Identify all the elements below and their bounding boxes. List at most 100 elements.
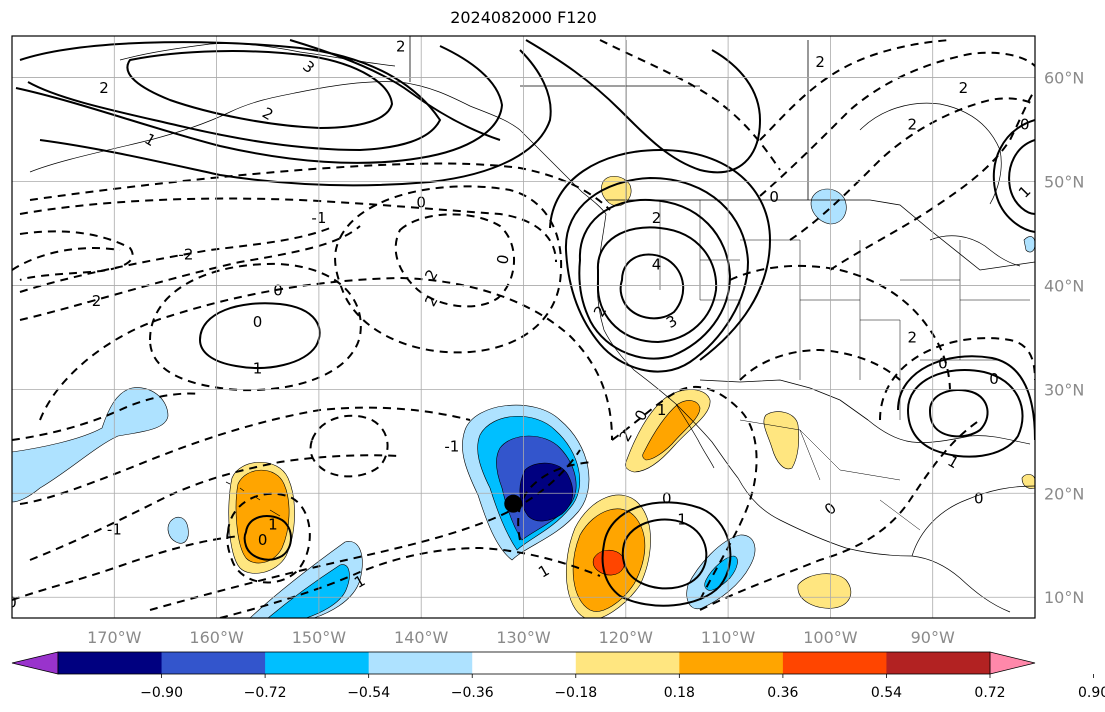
- contour-alaska-inner: [126, 50, 394, 130]
- contour-neg-2-west: [19, 230, 134, 281]
- small-negative-1: [167, 516, 189, 544]
- colorbar-frame: [57, 651, 991, 675]
- lon-tick-label: 140°W: [394, 628, 449, 647]
- contour-label: 0: [769, 188, 779, 206]
- contour-neg-north-east-2: [759, 51, 1035, 197]
- contour-label: 3: [299, 57, 318, 77]
- contour-label: 4: [652, 256, 662, 274]
- us-mexico-border: [699, 379, 869, 421]
- pacific-anomaly-10n: [797, 573, 852, 609]
- contour-hawaii-high: [243, 515, 292, 561]
- colorbar-tick-label: 0.54: [871, 685, 902, 701]
- contour-label: 2: [815, 53, 825, 71]
- lon-tick-label: 110°W: [701, 628, 756, 647]
- gulf-anomaly: [1021, 474, 1035, 489]
- map-frame: [11, 35, 1036, 619]
- contour-ne-high-2: [992, 119, 1035, 233]
- contour-label: 1: [535, 561, 552, 581]
- contour-label: -1: [444, 438, 459, 456]
- colorbar-tick-label: −0.36: [451, 685, 494, 701]
- colorbar-segment: [782, 652, 887, 674]
- contour-label: -2: [178, 245, 193, 263]
- contour-neg-south-4: [219, 546, 601, 618]
- contour-label: 2: [907, 328, 917, 346]
- contour-west-high-2: [578, 198, 732, 360]
- contour-neg-loop-south: [309, 414, 389, 478]
- contour-alaska-high-1: [39, 49, 552, 187]
- contour-neg-north-east-3: [789, 97, 1035, 241]
- positive-anomaly-core: [592, 549, 625, 576]
- yucatan: [911, 485, 1035, 557]
- colorbar-tick-labels: −0.90 −0.72 −0.54 −0.36 −0.18 0.18 0.36 0.54 0.7…: [140, 674, 1105, 701]
- contour-neg-east-3: [739, 348, 901, 381]
- contour-label: 1: [1015, 182, 1034, 201]
- contour-label: 0: [974, 489, 984, 507]
- hawaii-islands: [225, 481, 281, 517]
- shaded-field-layer: [12, 176, 1035, 618]
- mexico-coast: [737, 477, 1011, 613]
- contour-neg-marker: [517, 461, 593, 541]
- map-title: 2024082000 F120: [450, 8, 597, 27]
- contour-east-high-1: [928, 389, 989, 438]
- contour-label: 2: [99, 79, 109, 97]
- lat-tick-label: 40°N: [1044, 276, 1084, 295]
- colorbar-segment: [58, 652, 163, 674]
- contour-label: -2: [86, 292, 101, 310]
- contour-neg-north-east-4: [829, 89, 1035, 271]
- contour-hawaii-zero: [226, 492, 311, 584]
- contour-alaska-high-3: [19, 41, 442, 152]
- contour-neg-east-1: [611, 385, 758, 601]
- colorbar-tick-label: −0.90: [140, 685, 183, 701]
- contour-neg-east-4: [729, 264, 951, 393]
- baja-california: [675, 403, 715, 469]
- lon-tick-label: 100°W: [803, 628, 858, 647]
- contour-label: 1: [141, 130, 158, 150]
- contour-label: 2: [907, 115, 917, 133]
- contour-west-dash-2: [12, 392, 201, 441]
- colorbar-segment: [679, 652, 784, 674]
- contour-layer: [12, 39, 1035, 618]
- great-lakes: [929, 235, 1021, 267]
- gulf-california-anomaly-inner: [642, 400, 701, 461]
- contour-neg-south-2: [29, 454, 401, 561]
- contour-west-dash-1: [12, 535, 241, 601]
- contour-neg-east-2: [699, 419, 981, 611]
- negative-anomaly-core: [519, 462, 574, 522]
- contour-zero-north: [29, 162, 611, 211]
- contour-label: 0: [7, 593, 17, 611]
- lat-tick-label: 10°N: [1044, 588, 1084, 607]
- contour-south-high-0: [601, 501, 732, 607]
- lat-tick-label: 20°N: [1044, 484, 1084, 503]
- contour-neg-south-1: [19, 406, 471, 505]
- colorbar-extend-high: [989, 651, 1036, 675]
- contour-neg-2-west-b: [19, 227, 331, 293]
- gridlines-layer: [12, 36, 1035, 618]
- contour-alaska-upper: [289, 39, 501, 141]
- contour-east-zero: [879, 337, 1035, 421]
- colorbar: [11, 651, 1036, 675]
- contour-label: 2: [421, 266, 441, 283]
- contour-neg-mid: [19, 225, 361, 321]
- contour-alaska-high-2: [15, 45, 504, 164]
- contour-label: 0: [253, 313, 263, 331]
- lon-tick-label: 130°W: [496, 628, 551, 647]
- east-edge-anomaly: [1023, 236, 1035, 253]
- lon-tick-label: 90°W: [911, 628, 955, 647]
- contour-label: 1: [657, 401, 667, 419]
- gulf-coast: [867, 419, 1031, 445]
- southwest-negative-inner: [267, 564, 350, 618]
- contour-neg-south-3: [149, 449, 581, 611]
- colorbar-tick-label: 0.18: [664, 685, 695, 701]
- contour-label: 1: [677, 510, 687, 528]
- map-plot-area: 322102-1-2-2001220243202220120010-1-1010…: [7, 36, 1035, 618]
- lat-tick-label: 60°N: [1044, 69, 1084, 88]
- storm-center-marker: [504, 494, 523, 513]
- contour-label: 2: [396, 37, 406, 55]
- colorbar-segment: [575, 652, 680, 674]
- contour-neg-loop-2: [334, 185, 563, 354]
- lon-tick-label: 170°W: [87, 628, 142, 647]
- contour-east-high-2: [906, 368, 1024, 458]
- contour-label: 1: [253, 360, 263, 378]
- contour-label: 0: [938, 354, 948, 372]
